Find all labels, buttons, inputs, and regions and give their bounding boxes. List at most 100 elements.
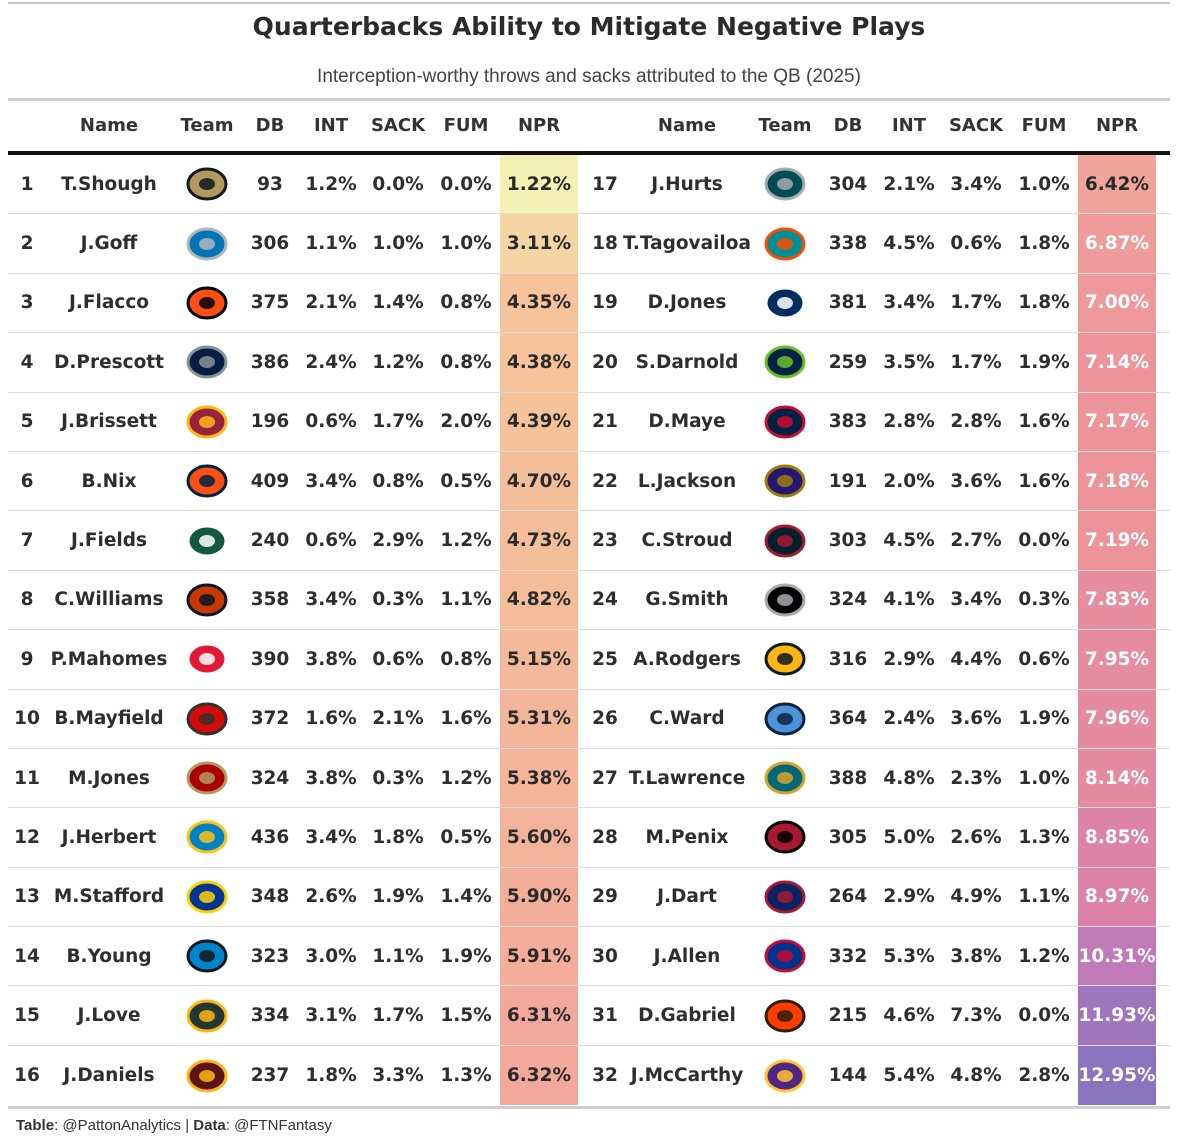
cell-fum: 1.2% xyxy=(440,767,492,789)
cell-db: 372 xyxy=(250,708,290,730)
cell-name: M.Stafford xyxy=(53,886,165,908)
cell-sack: 0.3% xyxy=(372,589,424,611)
cell-sack: 1.7% xyxy=(950,351,1002,373)
table-row: 9 P.Mahomes 390 3.8% 0.6% 0.8% 5.15% 25 A.Rodger… xyxy=(8,630,1170,690)
cell-npr: 4.70% xyxy=(500,451,578,511)
cell-fum: 1.8% xyxy=(1018,292,1070,314)
team-logo-icon xyxy=(752,333,818,391)
cell-name: S.Darnold xyxy=(635,351,739,373)
cell-npr: 3.11% xyxy=(500,214,578,273)
cell-sack: 4.8% xyxy=(950,1065,1002,1087)
cell-int: 3.8% xyxy=(305,648,357,670)
cell-int: 1.6% xyxy=(305,708,357,730)
cell-sack: 3.8% xyxy=(950,945,1002,967)
cell-db: 303 xyxy=(828,530,868,552)
cell-rank: 10 xyxy=(14,708,40,730)
cell-name: D.Maye xyxy=(648,411,726,433)
cell-npr: 4.73% xyxy=(500,511,578,570)
team-logo-icon xyxy=(174,452,240,510)
team-logo-icon xyxy=(174,630,240,688)
cell-sack: 3.3% xyxy=(372,1065,424,1087)
cell-name: A.Rodgers xyxy=(633,648,741,670)
table-row: 1 T.Shough 93 1.2% 0.0% 0.0% 1.22% 17 J.Hurts 304… xyxy=(8,155,1170,215)
cell-name: D.Jones xyxy=(647,292,727,314)
header-sack-left: SACK xyxy=(370,115,426,136)
cell-rank: 1 xyxy=(20,173,34,195)
cell-db: 324 xyxy=(828,589,868,611)
cell-rank: 11 xyxy=(14,767,40,789)
cell-name: M.Penix xyxy=(645,826,729,848)
cell-rank: 5 xyxy=(20,411,34,433)
cell-fum: 1.2% xyxy=(440,530,492,552)
cell-rank: 31 xyxy=(592,1005,618,1027)
cell-db: 316 xyxy=(828,648,868,670)
cell-fum: 1.0% xyxy=(1018,173,1070,195)
header-rule xyxy=(8,151,1170,155)
cell-fum: 1.9% xyxy=(1018,708,1070,730)
cell-db: 304 xyxy=(828,173,868,195)
cell-sack: 4.9% xyxy=(950,886,1002,908)
cell-npr: 7.95% xyxy=(1078,630,1156,689)
team-logo-icon xyxy=(752,511,818,569)
cell-name: T.Tagovailoa xyxy=(623,233,751,255)
team-logo-icon xyxy=(174,1046,240,1105)
team-logo-icon xyxy=(174,511,240,569)
cell-int: 1.8% xyxy=(305,1065,357,1087)
cell-name: D.Prescott xyxy=(54,351,164,373)
cell-rank: 16 xyxy=(14,1065,40,1087)
team-logo-icon xyxy=(174,690,240,748)
cell-npr: 11.93% xyxy=(1078,986,1156,1045)
cell-db: 390 xyxy=(250,648,290,670)
table-row: 10 B.Mayfield 372 1.6% 2.1% 1.6% 5.31% 26 C.Ward… xyxy=(8,689,1170,749)
table-row: 16 J.Daniels 237 1.8% 3.3% 1.3% 6.32% 32 J.McCar… xyxy=(8,1045,1170,1106)
cell-db: 364 xyxy=(828,708,868,730)
cell-npr: 4.35% xyxy=(500,273,578,333)
team-logo-icon xyxy=(752,571,818,629)
cell-sack: 2.9% xyxy=(372,530,424,552)
cell-npr: 7.96% xyxy=(1078,689,1156,748)
cell-sack: 2.7% xyxy=(950,530,1002,552)
team-logo-icon xyxy=(752,452,818,510)
cell-db: 323 xyxy=(250,945,290,967)
table-row: 4 D.Prescott 386 2.4% 1.2% 0.8% 4.38% 20 S.Darno… xyxy=(8,333,1170,393)
cell-sack: 0.6% xyxy=(372,648,424,670)
cell-fum: 0.0% xyxy=(1018,530,1070,552)
cell-rank: 26 xyxy=(592,708,618,730)
cell-fum: 1.8% xyxy=(1018,233,1070,255)
cell-int: 5.0% xyxy=(883,826,935,848)
cell-sack: 0.6% xyxy=(950,233,1002,255)
team-logo-icon xyxy=(752,155,818,213)
team-logo-icon xyxy=(174,986,240,1044)
cell-fum: 0.8% xyxy=(440,292,492,314)
cell-db: 348 xyxy=(250,886,290,908)
cell-db: 436 xyxy=(250,826,290,848)
cell-rank: 20 xyxy=(592,351,618,373)
cell-name: J.Dart xyxy=(657,886,717,908)
cell-name: J.Fields xyxy=(70,530,148,552)
cell-db: 381 xyxy=(828,292,868,314)
cell-npr: 7.19% xyxy=(1078,511,1156,570)
cell-fum: 0.8% xyxy=(440,351,492,373)
cell-sack: 1.7% xyxy=(950,292,1002,314)
cell-int: 1.2% xyxy=(305,173,357,195)
cell-npr: 8.97% xyxy=(1078,867,1156,927)
cell-npr: 7.14% xyxy=(1078,333,1156,392)
cell-rank: 27 xyxy=(592,767,618,789)
cell-rank: 24 xyxy=(592,589,618,611)
cell-db: 306 xyxy=(250,233,290,255)
cell-npr: 7.18% xyxy=(1078,451,1156,511)
cell-sack: 1.7% xyxy=(372,411,424,433)
cell-npr: 6.87% xyxy=(1078,214,1156,273)
team-logo-icon xyxy=(752,274,818,332)
team-logo-icon xyxy=(752,393,818,451)
cell-rank: 19 xyxy=(592,292,618,314)
team-logo-icon xyxy=(752,868,818,926)
cell-db: 215 xyxy=(828,1005,868,1027)
cell-fum: 2.8% xyxy=(1018,1065,1070,1087)
header-fum-right: FUM xyxy=(1021,115,1067,136)
cell-fum: 1.0% xyxy=(440,233,492,255)
cell-npr: 6.32% xyxy=(500,1045,578,1106)
cell-sack: 3.4% xyxy=(950,589,1002,611)
footer-table-value: : @PattonAnalytics | xyxy=(54,1117,194,1134)
footer-data-label: Data xyxy=(193,1117,226,1134)
